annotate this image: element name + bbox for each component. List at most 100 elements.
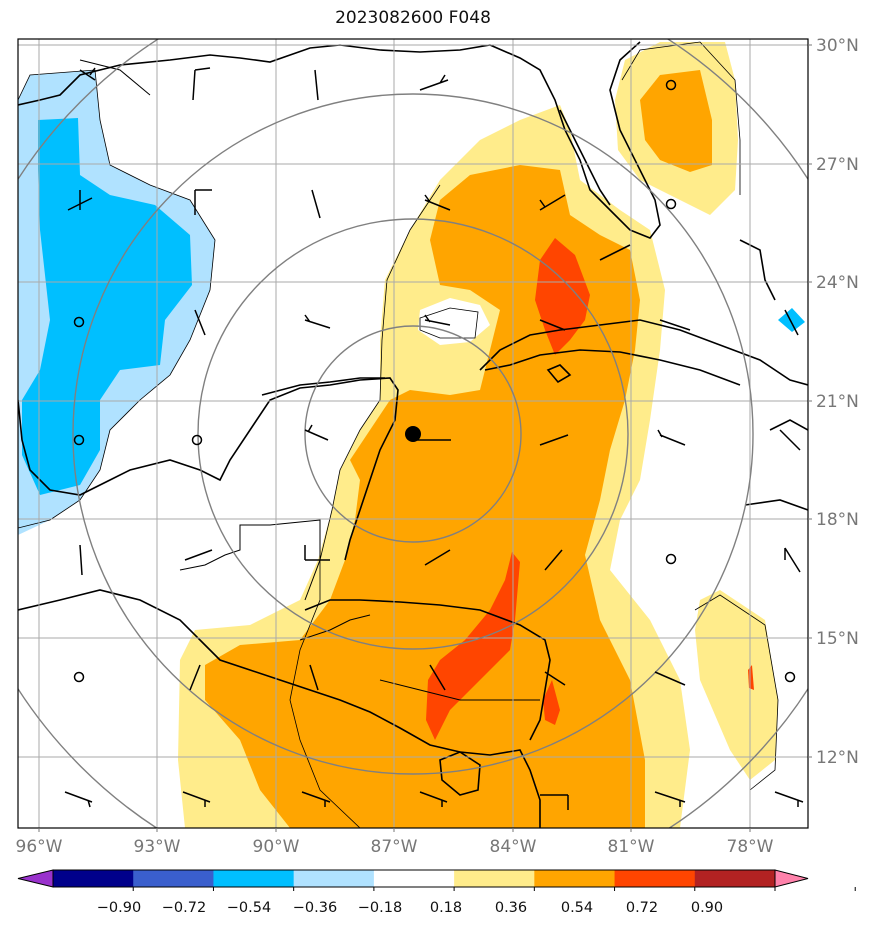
- colorbar-ticks: [132, 887, 856, 891]
- lat-label: 24°N: [816, 273, 859, 293]
- colorbar-tick-label: 0.90: [691, 900, 723, 916]
- colorbar: −0.90 −0.72 −0.54 −0.36 −0.18 0.18 0.36 …: [17, 869, 856, 916]
- wind-barb: [544, 549, 563, 571]
- colorbar-tick-label: −0.18: [358, 900, 402, 916]
- coast-honduras: [304, 599, 551, 741]
- wind-barb: [311, 189, 321, 219]
- coast-mexico-east: [18, 377, 399, 561]
- lon-label: 90°W: [253, 837, 300, 857]
- wind-barb: [182, 791, 211, 807]
- coast-cuba: [479, 319, 808, 386]
- wind-barb: [64, 791, 93, 808]
- wind-barb: [539, 434, 569, 446]
- calm-marker: [665, 553, 677, 565]
- wind-barb: [304, 424, 329, 441]
- shade-blue-small: [778, 308, 805, 332]
- latitude-labels: 30°N 27°N 24°N 21°N 18°N 15°N 12°N: [816, 36, 859, 768]
- lat-label: 12°N: [816, 748, 859, 768]
- colorbar-segments: [17, 869, 809, 888]
- colorbar-tick-label: 0.18: [430, 900, 462, 916]
- wind-barb: [314, 69, 319, 101]
- coast-yucatan-west: [261, 377, 385, 396]
- colorbar-segment: [454, 870, 535, 887]
- border-mexico-guatemala: [179, 519, 321, 601]
- colorbar-segment: [293, 870, 375, 887]
- wind-barb: [309, 664, 319, 691]
- map-frame: [17, 38, 809, 829]
- wind-barb: [779, 429, 801, 451]
- colorbar-tick-label: −0.36: [293, 900, 337, 916]
- coast-jamaica: [744, 499, 808, 511]
- wind-barb: [304, 545, 330, 561]
- lon-label: 84°W: [490, 837, 537, 857]
- lat-label: 27°N: [816, 155, 859, 175]
- colorbar-segment: [213, 870, 295, 887]
- calm-marker: [73, 316, 85, 328]
- graticule: [18, 39, 808, 828]
- contour-outlines: [18, 41, 779, 828]
- calm-marker: [665, 198, 677, 210]
- wind-barb: [194, 309, 206, 336]
- colorbar-segment: [694, 870, 776, 887]
- wind-barb: [424, 549, 451, 566]
- calm-marker: [73, 434, 85, 446]
- border-guatemala-honduras: [299, 614, 371, 641]
- wind-barb: [419, 74, 449, 91]
- range-ring-2: [197, 218, 629, 650]
- wind-barb: [79, 544, 83, 576]
- colorbar-segment: [133, 870, 214, 887]
- lat-label: 18°N: [816, 510, 859, 530]
- wind-barb: [774, 791, 804, 807]
- coast-bahamas: [739, 239, 776, 301]
- shade-red-3: [543, 680, 560, 725]
- wind-barb: [419, 791, 448, 807]
- lon-label: 87°W: [371, 837, 418, 857]
- map-panel: [18, 39, 808, 828]
- wind-barb: [424, 194, 451, 211]
- colorbar-tick-label: −0.90: [97, 900, 141, 916]
- shading-layer: [18, 42, 805, 828]
- wind-barb: [184, 549, 213, 561]
- range-ring-1: [304, 325, 522, 543]
- lon-label: 81°W: [608, 837, 655, 857]
- contour-west: [18, 69, 216, 529]
- calm-marker: [191, 434, 203, 446]
- lat-label: 30°N: [816, 36, 859, 56]
- lat-label: 21°N: [816, 392, 859, 412]
- contour-se: [694, 594, 779, 791]
- wind-barb: [79, 67, 96, 81]
- calm-marker: [784, 671, 796, 683]
- contour-hole: [419, 307, 479, 339]
- coast-us-gulf: [18, 41, 661, 239]
- colorbar-tick-label: 0.54: [561, 900, 593, 916]
- colorbar-segment: [614, 870, 696, 887]
- colorbar-tick-label: −0.72: [162, 900, 206, 916]
- shade-orange: [205, 165, 645, 828]
- wind-barb: [67, 190, 93, 211]
- colorbar-frame: [52, 869, 776, 888]
- shade-yellow-se: [695, 590, 778, 780]
- wind-barb: [424, 314, 451, 326]
- colorbar-tick-label: −0.54: [227, 900, 271, 916]
- longitude-labels: 96°W 93°W 90°W 87°W 84°W 81°W 78°W: [16, 837, 774, 857]
- coast-nicaragua-lake: [439, 751, 481, 796]
- wind-barb: [657, 429, 686, 446]
- axis-ticks: [38, 44, 812, 832]
- wind-barb: [654, 791, 686, 807]
- coast-central-america: [18, 589, 541, 828]
- calm-markers: [73, 79, 796, 683]
- border-us-mexico: [79, 59, 151, 96]
- calm-marker: [73, 671, 85, 683]
- wind-barb: [784, 309, 799, 336]
- colorbar-tick-label: 0.72: [626, 900, 658, 916]
- colorbar-labels: −0.90 −0.72 −0.54 −0.36 −0.18 0.18 0.36 …: [97, 900, 723, 916]
- wind-barb: [301, 791, 331, 807]
- wind-barb: [539, 194, 566, 211]
- calm-marker: [665, 79, 677, 91]
- wind-barb: [659, 319, 691, 331]
- storm-center-marker: [405, 426, 421, 442]
- range-ring-3: [72, 93, 754, 775]
- wind-barb: [429, 664, 446, 691]
- colorbar-segment: [53, 870, 134, 887]
- lon-label: 78°W: [727, 837, 774, 857]
